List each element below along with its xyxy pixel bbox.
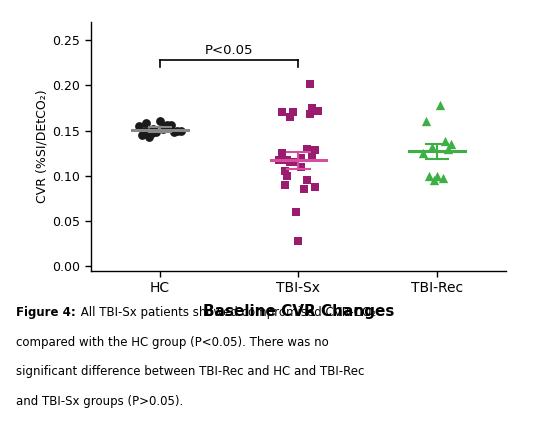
Point [289, 159, 297, 166]
Point [300, 186, 308, 193]
Text: P<0.05: P<0.05 [205, 44, 253, 57]
Point [311, 183, 319, 190]
Point [427, 143, 436, 150]
Point [297, 163, 305, 170]
Point [172, 127, 181, 134]
Point [435, 102, 444, 109]
Point [176, 127, 185, 134]
Point [419, 150, 427, 157]
Point [280, 181, 289, 188]
Point [286, 159, 294, 166]
Point [444, 145, 453, 152]
Point [433, 172, 441, 179]
Point [144, 133, 153, 140]
Point [163, 121, 171, 128]
Point [167, 121, 175, 128]
Point [308, 104, 317, 111]
Point [283, 172, 292, 179]
Point [156, 118, 164, 125]
Point [278, 150, 286, 157]
Point [280, 168, 289, 175]
Point [138, 132, 146, 139]
Point [430, 177, 439, 184]
Point [289, 109, 297, 116]
Point [140, 128, 149, 135]
Point [158, 125, 167, 132]
Point [305, 111, 314, 118]
Point [422, 118, 430, 125]
Point [303, 145, 311, 152]
X-axis label: Baseline CVR Changes: Baseline CVR Changes [203, 304, 394, 319]
Point [313, 107, 322, 114]
Point [447, 141, 455, 148]
Point [292, 208, 300, 215]
Point [311, 147, 319, 154]
Point [441, 138, 450, 145]
Point [308, 153, 317, 160]
Y-axis label: CVR (%SI/DEtCO₂): CVR (%SI/DEtCO₂) [35, 90, 48, 203]
Point [275, 156, 284, 163]
Point [165, 122, 174, 129]
Point [305, 81, 314, 88]
Point [278, 109, 286, 116]
Point [147, 130, 156, 137]
Point [135, 122, 143, 129]
Text: significant difference between TBI-Rec and HC and TBI-Rec: significant difference between TBI-Rec a… [16, 365, 365, 378]
Text: Figure 4:: Figure 4: [16, 306, 76, 319]
Point [294, 238, 303, 245]
Point [142, 120, 150, 127]
Point [286, 114, 294, 121]
Point [297, 154, 305, 161]
Point [151, 129, 160, 136]
Text: All TBI-Sx patients showed compromised CVR-CO₂: All TBI-Sx patients showed compromised C… [77, 306, 376, 319]
Text: compared with the HC group (P<0.05). There was no: compared with the HC group (P<0.05). The… [16, 336, 329, 349]
Point [424, 172, 433, 179]
Point [149, 125, 157, 132]
Point [283, 156, 292, 163]
Text: and TBI-Sx groups (P>0.05).: and TBI-Sx groups (P>0.05). [16, 395, 183, 408]
Point [169, 129, 178, 136]
Point [438, 174, 447, 181]
Point [303, 177, 311, 184]
Point [160, 125, 168, 132]
